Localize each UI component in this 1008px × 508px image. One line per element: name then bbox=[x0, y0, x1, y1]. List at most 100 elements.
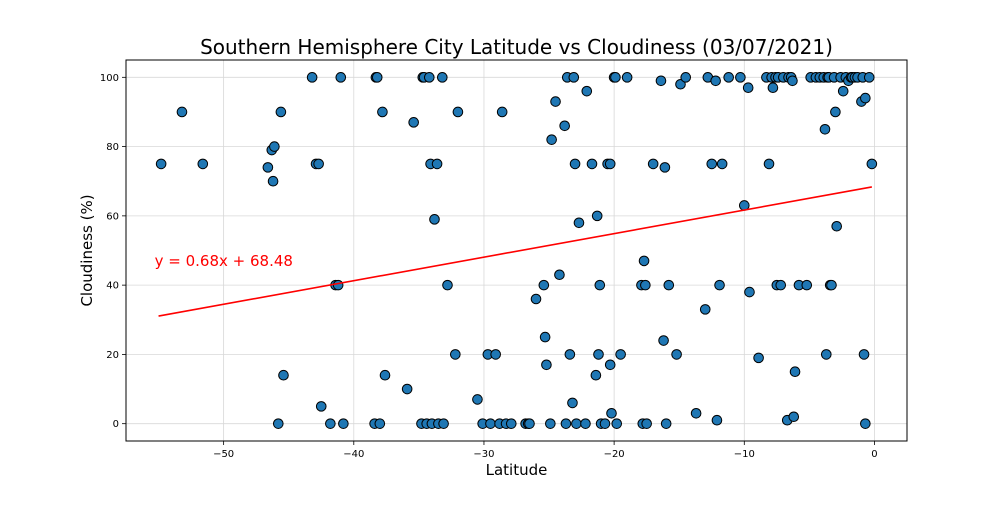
data-point bbox=[820, 349, 832, 360]
data-point bbox=[641, 418, 652, 429]
data-point bbox=[604, 158, 616, 170]
data-point bbox=[659, 162, 671, 173]
data-point bbox=[559, 120, 570, 132]
grid bbox=[126, 60, 907, 441]
data-point bbox=[831, 220, 843, 232]
data-point bbox=[539, 331, 551, 343]
data-point bbox=[442, 279, 453, 291]
x-tick-label: −40 bbox=[343, 449, 364, 460]
data-point bbox=[269, 141, 280, 152]
data-point bbox=[452, 106, 464, 118]
data-point bbox=[315, 401, 327, 412]
data-point bbox=[706, 158, 718, 170]
plot-frame bbox=[125, 59, 908, 442]
data-point bbox=[680, 72, 692, 83]
data-point bbox=[615, 349, 626, 360]
data-point bbox=[401, 383, 413, 395]
data-point bbox=[744, 286, 755, 298]
data-point bbox=[332, 279, 344, 291]
regression-layer bbox=[158, 186, 872, 317]
x-axis-label: Latitude bbox=[486, 461, 548, 479]
data-point bbox=[155, 158, 167, 170]
data-point bbox=[490, 349, 501, 360]
data-point bbox=[379, 369, 391, 381]
data-point bbox=[658, 335, 669, 346]
x-tick-label: −20 bbox=[604, 449, 625, 460]
data-point bbox=[496, 106, 508, 118]
data-point bbox=[860, 92, 871, 104]
data-point bbox=[606, 407, 617, 419]
y-axis-ticks: 0 20 40 60 80 100 bbox=[100, 73, 126, 430]
data-point bbox=[431, 158, 443, 170]
data-point bbox=[660, 418, 672, 429]
data-point bbox=[450, 349, 461, 360]
data-point bbox=[325, 418, 336, 429]
data-point bbox=[371, 72, 383, 83]
data-point bbox=[472, 394, 483, 405]
data-point bbox=[819, 123, 831, 135]
data-point bbox=[541, 359, 552, 371]
data-point bbox=[176, 106, 188, 118]
data-point bbox=[505, 418, 517, 429]
chart-title: Southern Hemisphere City Latitude vs Clo… bbox=[200, 35, 833, 59]
data-point bbox=[550, 96, 561, 107]
data-point bbox=[671, 349, 682, 360]
y-tick-label: 80 bbox=[106, 142, 119, 153]
data-point bbox=[647, 158, 659, 170]
data-point bbox=[408, 117, 419, 128]
data-point bbox=[377, 106, 388, 118]
data-point bbox=[675, 78, 686, 90]
data-point bbox=[278, 369, 289, 381]
regression-equation-label: y = 0.68x + 68.48 bbox=[155, 252, 293, 270]
data-point bbox=[275, 106, 287, 118]
data-point bbox=[530, 293, 542, 305]
x-tick-label: −50 bbox=[213, 449, 234, 460]
data-point bbox=[591, 210, 603, 222]
y-tick-label: 100 bbox=[100, 73, 119, 84]
data-point bbox=[826, 279, 837, 291]
data-point bbox=[545, 418, 556, 429]
data-point bbox=[554, 269, 565, 281]
data-point bbox=[742, 82, 754, 94]
data-point bbox=[611, 418, 623, 429]
data-point bbox=[860, 418, 871, 429]
data-point bbox=[735, 72, 746, 83]
data-point bbox=[599, 418, 611, 429]
data-point bbox=[338, 418, 349, 429]
data-point bbox=[593, 349, 604, 360]
data-point bbox=[789, 366, 801, 378]
data-point bbox=[621, 72, 633, 83]
data-point bbox=[564, 349, 576, 360]
y-tick-label: 40 bbox=[106, 281, 119, 292]
data-point bbox=[699, 304, 711, 315]
data-point bbox=[313, 158, 324, 170]
data-point bbox=[638, 255, 650, 267]
data-point bbox=[640, 279, 651, 291]
x-tick-label: −30 bbox=[473, 449, 494, 460]
data-point bbox=[714, 279, 725, 291]
data-point bbox=[438, 418, 449, 429]
data-point bbox=[568, 72, 580, 83]
data-point bbox=[787, 75, 798, 87]
data-point bbox=[837, 85, 849, 97]
x-tick-label: 0 bbox=[871, 449, 877, 460]
data-point bbox=[306, 72, 318, 83]
data-point bbox=[546, 134, 557, 145]
y-axis-label: Cloudiness (%) bbox=[78, 194, 96, 306]
data-point bbox=[580, 418, 591, 429]
data-point bbox=[272, 418, 284, 429]
data-point bbox=[590, 369, 602, 381]
data-point bbox=[197, 158, 209, 170]
data-point bbox=[567, 397, 578, 409]
data-point bbox=[538, 279, 550, 291]
data-point bbox=[429, 214, 440, 225]
data-point bbox=[830, 106, 841, 118]
y-tick-label: 0 bbox=[113, 419, 119, 430]
data-point bbox=[581, 85, 593, 97]
data-point bbox=[710, 75, 721, 87]
data-point bbox=[655, 75, 667, 87]
data-point bbox=[569, 158, 581, 170]
data-point bbox=[610, 72, 621, 83]
data-point bbox=[485, 418, 496, 429]
data-point bbox=[723, 72, 734, 83]
